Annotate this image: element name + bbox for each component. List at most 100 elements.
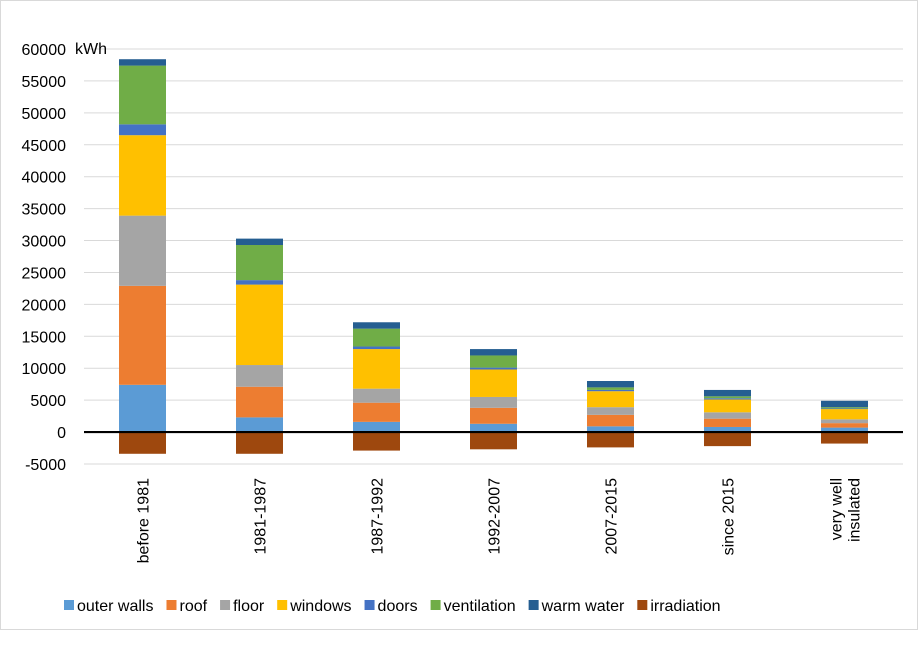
bar-segment-windows (119, 135, 166, 216)
y-tick-label: 55000 (22, 74, 67, 91)
bar-stack (704, 389, 751, 447)
legend-label: doors (378, 598, 418, 615)
legend-swatch (528, 600, 539, 610)
x-category-label: 1981-1987 (253, 478, 270, 555)
legend-label: outer walls (77, 598, 153, 615)
bar-segment-outer-walls (353, 421, 400, 433)
y-tick-label: 60000 (22, 42, 67, 59)
bars (119, 59, 868, 454)
bar-segment-ventilation (704, 396, 751, 399)
legend-swatch (220, 600, 231, 610)
legend-swatch (430, 600, 441, 610)
bar-segment-irradiation (353, 432, 400, 451)
bar-segment-windows (587, 391, 634, 408)
bar-segment-doors (587, 389, 634, 392)
gridlines (84, 48, 903, 465)
bar-segment-windows (236, 284, 283, 366)
y-tick-label: 20000 (22, 297, 67, 314)
legend-swatch (166, 600, 177, 610)
bar-segment-floor (821, 419, 868, 424)
bar-segment-doors (470, 367, 517, 370)
y-tick-label: 45000 (22, 138, 67, 155)
bar-segment-ventilation (236, 245, 283, 281)
bar-segment-doors (821, 408, 868, 410)
bar-segment-irradiation (704, 432, 751, 447)
bar-segment-doors (119, 124, 166, 136)
legend-label: warm water (541, 598, 625, 615)
bar-stack (236, 238, 283, 454)
bar-segment-outer-walls (119, 384, 166, 433)
y-tick-label: 0 (57, 425, 66, 442)
x-category-label: before 1981 (136, 478, 153, 564)
legend-label: windows (289, 598, 351, 615)
stacked-bar-chart: -5000 0 5000 10000 15000 20000 25000 30000 35000… (22, 41, 903, 615)
bar-segment-roof (821, 423, 868, 428)
y-tick-label: 10000 (22, 361, 67, 378)
bar-segment-roof (587, 414, 634, 427)
legend-item: outer walls (64, 598, 153, 615)
legend: outer walls roof floor windows doors ventilat… (64, 598, 721, 615)
legend-swatch (277, 600, 288, 610)
bar-segment-roof (236, 386, 283, 418)
bar-segment-roof (470, 407, 517, 424)
x-category-label: 2007-2015 (604, 478, 621, 555)
bar-segment-ventilation (353, 328, 400, 347)
legend-item: windows (277, 598, 352, 615)
x-category-label: since 2015 (721, 478, 738, 555)
bar-segment-irradiation (236, 432, 283, 454)
legend-label: roof (179, 598, 207, 615)
legend-item: irradiation (637, 598, 721, 615)
y-tick-label: 5000 (30, 393, 66, 410)
legend-item: ventilation (430, 598, 516, 615)
bar-segment-outer-walls (587, 426, 634, 433)
bar-segment-ventilation (119, 65, 166, 125)
bar-segment-floor (704, 412, 751, 419)
bar-segment-roof (119, 285, 166, 385)
legend-label: ventilation (444, 598, 516, 615)
bar-segment-ventilation (470, 355, 517, 368)
legend-label: irradiation (650, 598, 720, 615)
bar-stack (353, 322, 400, 451)
bar-segment-ventilation (587, 387, 634, 390)
legend-swatch (64, 600, 74, 610)
bar-segment-outer-walls (236, 417, 283, 433)
x-category-label: 1992-2007 (487, 478, 504, 555)
x-category-label: 1987-1992 (370, 478, 387, 555)
bar-segment-warm-water (704, 389, 751, 397)
bar-segment-doors (236, 280, 283, 285)
bar-segment-windows (821, 409, 868, 420)
bar-segment-warm-water (353, 322, 400, 329)
bar-segment-windows (704, 399, 751, 413)
bar-segment-roof (704, 418, 751, 427)
legend-item: doors (364, 598, 418, 615)
bar-segment-windows (470, 369, 517, 397)
bar-stack (821, 400, 868, 444)
bar-segment-windows (353, 349, 400, 389)
bar-segment-outer-walls (470, 423, 517, 433)
axes: -5000 0 5000 10000 15000 20000 25000 30000 35000… (22, 42, 903, 564)
y-tick-label: 30000 (22, 234, 67, 251)
bar-segment-floor (119, 215, 166, 286)
chart-frame: -5000 0 5000 10000 15000 20000 25000 30000 35000… (0, 0, 918, 630)
bar-segment-irradiation (587, 432, 634, 448)
bar-segment-irradiation (821, 432, 868, 444)
legend-item: warm water (528, 598, 625, 615)
y-tick-label: 15000 (22, 329, 67, 346)
bar-segment-outer-walls (704, 426, 751, 433)
bar-segment-irradiation (470, 432, 517, 450)
bar-stack (587, 381, 634, 448)
y-tick-label: 40000 (22, 170, 67, 187)
bar-segment-irradiation (119, 432, 166, 454)
bar-segment-warm-water (119, 59, 166, 66)
x-category-label: very wellinsulated (829, 478, 864, 542)
bar-segment-floor (470, 396, 517, 408)
y-axis-unit-label: kWh (75, 41, 107, 58)
bar-segment-doors (353, 346, 400, 350)
bar-segment-warm-water (587, 381, 634, 388)
y-tick-label: 50000 (22, 106, 67, 123)
bar-stack (470, 349, 517, 450)
y-tick-label: 35000 (22, 202, 67, 219)
bar-segment-roof (353, 402, 400, 422)
bar-segment-floor (236, 365, 283, 387)
legend-swatch (364, 600, 375, 610)
